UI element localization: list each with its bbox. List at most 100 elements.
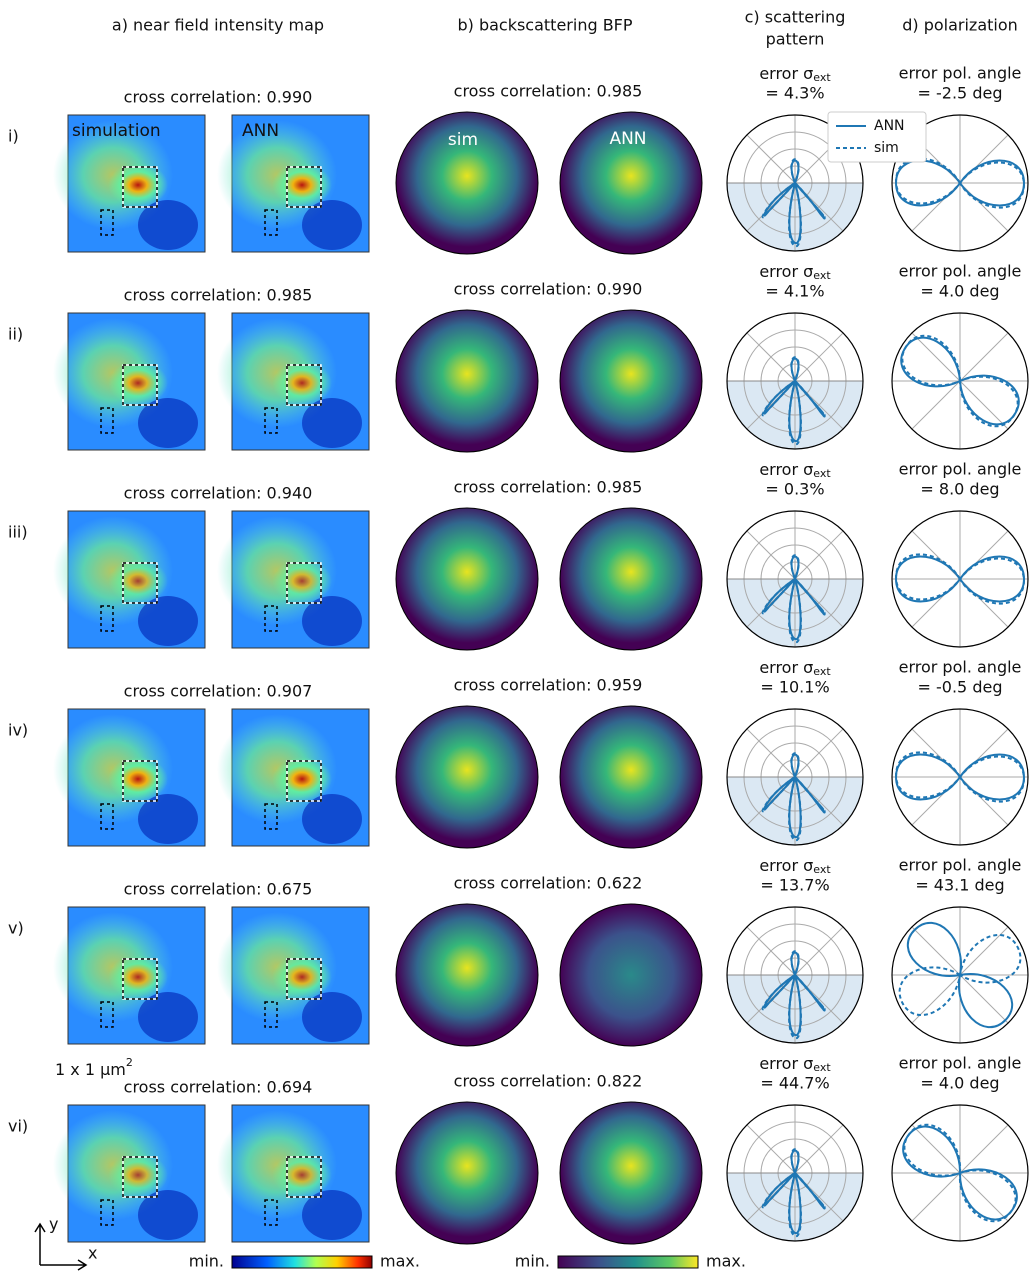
error-ext-value: = 4.1% <box>765 282 824 301</box>
bfp-correlation: cross correlation: 0.985 <box>454 478 643 497</box>
row-label: ii) <box>8 325 23 344</box>
nf-hot <box>108 361 168 405</box>
bfp-image <box>559 903 703 1047</box>
nf-hot <box>108 1153 168 1197</box>
nf-low <box>138 200 198 250</box>
nf-correlation: cross correlation: 0.940 <box>124 484 313 503</box>
error-pol-value: = 43.1 deg <box>915 876 1004 895</box>
nf-low <box>302 596 362 646</box>
scale-sup: 2 <box>126 1056 133 1069</box>
polar-frame <box>726 1104 864 1242</box>
bfp-image <box>395 507 539 651</box>
legend-box <box>827 111 927 163</box>
axes-indicator <box>34 1222 88 1271</box>
row-label: iv) <box>8 721 28 740</box>
legend-label: sim <box>874 140 899 156</box>
nf-hot <box>108 559 168 603</box>
nf-structure <box>122 1156 158 1198</box>
error-ext-title: error σext <box>759 64 831 85</box>
row-label: vi) <box>8 1117 28 1136</box>
error-ext-sub: ext <box>813 467 831 480</box>
error-pol-title: error pol. angle <box>899 658 1022 677</box>
nf-correlation: cross correlation: 0.985 <box>124 286 313 305</box>
nf-hot <box>272 559 332 603</box>
rows: i) cross correlation: 0.990 cross correlat… <box>8 64 1029 1245</box>
colorbar-viridis <box>557 1255 699 1269</box>
error-ext-sub: ext <box>813 269 831 282</box>
error-ext-value: = 44.7% <box>760 1074 829 1093</box>
pol-sim <box>901 334 1019 428</box>
nf-hot <box>272 163 332 207</box>
error-ext-value: = 13.7% <box>760 876 829 895</box>
nf-correlation: cross correlation: 0.694 <box>124 1078 313 1097</box>
polar-frame <box>891 114 1029 252</box>
nf-low <box>302 794 362 844</box>
row-label: i) <box>8 127 19 146</box>
error-ext-title: error σext <box>759 856 831 877</box>
polar-frame <box>726 906 864 1044</box>
nf-low <box>302 1190 362 1240</box>
column-header: b) backscattering BFP <box>457 16 632 35</box>
nf-low <box>302 992 362 1042</box>
error-ext-sub: ext <box>813 665 831 678</box>
error-pol-value: = 4.0 deg <box>920 1074 999 1093</box>
nf-structure <box>100 407 114 434</box>
bfp-image <box>559 1101 703 1245</box>
panel-label: simulation <box>72 121 161 141</box>
error-pol-value: = -2.5 deg <box>918 84 1003 103</box>
error-pol-value: = 4.0 deg <box>920 282 999 301</box>
error-ext-value: = 10.1% <box>760 678 829 697</box>
nf-structure <box>100 803 114 830</box>
nf-structure <box>122 562 158 604</box>
nf-structure <box>286 562 322 604</box>
row-label: v) <box>8 919 24 938</box>
pattern-sim <box>761 356 826 446</box>
nf-structure <box>286 958 322 1000</box>
scale-text: 1 x 1 µm <box>55 1060 126 1079</box>
bfp-image <box>559 507 703 651</box>
bfp-image <box>559 705 703 849</box>
bfp-image <box>395 1101 539 1245</box>
polar-frame <box>891 906 1029 1044</box>
error-ext-value: = 4.3% <box>765 84 824 103</box>
column-header: pattern <box>766 30 825 49</box>
bfp-correlation: cross correlation: 0.622 <box>454 874 643 893</box>
pattern-sim <box>761 1148 826 1238</box>
error-pol-title: error pol. angle <box>899 64 1022 83</box>
error-pol-value: = -0.5 deg <box>918 678 1003 697</box>
pol-sim <box>898 934 1022 1016</box>
nf-low <box>138 596 198 646</box>
error-ext-title: error σext <box>759 262 831 283</box>
nf-correlation: cross correlation: 0.675 <box>124 880 313 899</box>
nf-hot <box>272 1153 332 1197</box>
column-header: d) polarization <box>902 16 1018 35</box>
polar-frame <box>891 510 1029 648</box>
polar-frame <box>726 708 864 846</box>
nf-hot <box>272 955 332 999</box>
pol-sim <box>903 1123 1017 1223</box>
error-ext-title: error σext <box>759 460 831 481</box>
nf-low <box>302 200 362 250</box>
nf-hot <box>272 757 332 801</box>
panel-label: ANN <box>609 129 646 149</box>
bfp-image <box>395 705 539 849</box>
nf-structure <box>122 958 158 1000</box>
nf-structure <box>264 803 278 830</box>
nf-structure <box>264 1199 278 1226</box>
nf-structure <box>286 364 322 406</box>
pol-sim <box>895 751 1025 803</box>
error-ext-value: = 0.3% <box>765 480 824 499</box>
panel-label: sim <box>448 130 478 150</box>
bfp-image <box>395 309 539 453</box>
axis-y: y <box>49 1215 58 1234</box>
colorbar-max: max. <box>706 1252 746 1271</box>
error-ext-sub: ext <box>813 863 831 876</box>
error-ext-title: error σext <box>759 1054 831 1075</box>
nf-correlation: cross correlation: 0.990 <box>124 88 313 107</box>
error-pol-title: error pol. angle <box>899 856 1022 875</box>
error-pol-title: error pol. angle <box>899 262 1022 281</box>
bfp-image <box>559 309 703 453</box>
nf-structure <box>100 1001 114 1028</box>
polar-frame <box>726 114 864 252</box>
axis-x: x <box>88 1244 97 1263</box>
